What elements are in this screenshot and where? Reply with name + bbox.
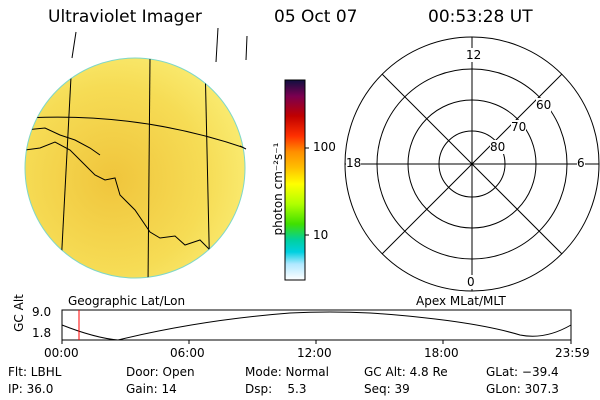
- gain-info: Gain: 14: [126, 382, 177, 396]
- meridian: [204, 59, 211, 278]
- meridian: [59, 58, 73, 278]
- colorbar: [284, 79, 309, 281]
- timeline-x-tick: 18:00: [424, 346, 459, 360]
- date-label: 05 Oct 07: [274, 7, 358, 27]
- meridian: [147, 58, 151, 278]
- colorbar-tick-10: 10: [313, 228, 329, 242]
- timeline-x-tick: 12:00: [297, 346, 332, 360]
- glat-info: GLat: −39.4: [486, 365, 559, 379]
- timeline-y-label: GC Alt: [12, 294, 26, 332]
- mlt-label-12: 12: [466, 48, 482, 62]
- mlt-label-6: 6: [577, 156, 585, 170]
- timeline-y-tick-bottom: 1.8: [32, 326, 52, 340]
- dsp-info: Dsp: 5.3: [245, 382, 307, 396]
- door-info: Door: Open: [126, 365, 195, 379]
- gc-alt-info: GC Alt: 4.8 Re: [364, 365, 448, 379]
- time-label: 00:53:28 UT: [428, 7, 533, 27]
- altitude-curve: [61, 311, 572, 341]
- mlat-label-70: 70: [511, 120, 527, 134]
- right-panel-label: Apex MLat/MLT: [416, 294, 506, 308]
- timeline-y-tick-top: 9.0: [32, 305, 52, 319]
- seq-info: Seq: 39: [364, 382, 410, 396]
- glon-info: GLon: 307.3: [486, 382, 559, 396]
- left-panel-label: Geographic Lat/Lon: [68, 294, 186, 308]
- timeline-x-tick: 06:00: [170, 346, 205, 360]
- earth-disk: [24, 57, 246, 279]
- mlat-label-80: 80: [490, 140, 506, 154]
- colorbar-tick-100: 100: [313, 140, 336, 154]
- mode-info: Mode: Normal: [245, 365, 329, 379]
- timeline-x-tick: 00:00: [44, 346, 79, 360]
- timeline-x-tick: 23:59: [555, 346, 590, 360]
- ip-info: IP: 36.0: [8, 382, 54, 396]
- filter-info: Flt: LBHL: [8, 365, 62, 379]
- mlt-label-0: 0: [467, 275, 475, 289]
- app-title: Ultraviolet Imager: [48, 7, 202, 27]
- mlt-label-18: 18: [346, 156, 362, 170]
- coastline: [25, 127, 101, 156]
- coastline: [25, 141, 216, 276]
- parallel: [25, 116, 245, 149]
- mlat-label-60: 60: [536, 98, 552, 112]
